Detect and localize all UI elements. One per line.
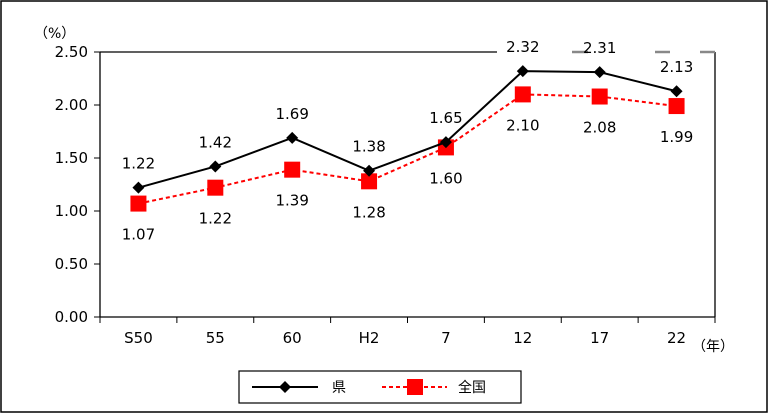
data-point-zenkoku — [361, 173, 378, 190]
data-label-ken: 1.69 — [275, 105, 308, 123]
data-label-ken: 2.32 — [506, 38, 539, 56]
data-point-ken — [209, 160, 222, 173]
data-label-zenkoku: 1.60 — [429, 169, 462, 187]
x-tick-label: H2 — [359, 329, 380, 347]
data-label-zenkoku: 2.08 — [583, 119, 616, 137]
data-label-zenkoku: 1.07 — [122, 226, 155, 244]
data-point-zenkoku — [130, 195, 147, 212]
data-point-zenkoku — [207, 179, 224, 196]
data-label-zenkoku: 1.28 — [352, 203, 385, 221]
data-point-ken — [439, 136, 452, 149]
data-label-zenkoku: 1.99 — [660, 128, 693, 146]
data-point-ken — [593, 66, 606, 79]
x-tick-label: 60 — [283, 329, 302, 347]
data-point-ken — [363, 164, 376, 177]
x-tick-label: 7 — [441, 329, 451, 347]
x-tick-label: S50 — [124, 329, 153, 347]
series-line-ken — [138, 70, 677, 189]
data-label-ken: 1.38 — [352, 138, 385, 156]
x-tick-label: 17 — [590, 329, 609, 347]
data-label-zenkoku: 2.10 — [506, 116, 539, 134]
y-tick-label: 1.00 — [55, 202, 88, 220]
y-tick-label: 0.50 — [55, 255, 88, 273]
y-tick-label: 1.50 — [55, 149, 88, 167]
data-point-ken — [516, 65, 529, 78]
y-unit-label: （%） — [34, 26, 75, 42]
x-tick-label: 22 — [667, 329, 686, 347]
legend-label-ken: 県 — [332, 380, 346, 396]
data-label-ken: 2.31 — [583, 39, 616, 57]
data-point-ken — [670, 85, 683, 98]
plot-area: 0.00 0.50 1.00 1.50 2.00 2.50 S50 55 60 H2 7 12 17 22… — [55, 38, 716, 347]
data-point-ken — [286, 131, 299, 144]
legend: 県 全国 — [238, 370, 522, 404]
x-tick-label: 12 — [513, 329, 532, 347]
data-point-zenkoku — [668, 98, 685, 115]
data-label-ken: 1.65 — [429, 109, 462, 127]
data-label-ken: 1.42 — [199, 133, 232, 151]
legend-marker-ken — [279, 381, 291, 393]
data-label-ken: 1.22 — [122, 155, 155, 173]
y-tick-label: 0.00 — [55, 308, 88, 326]
y-tick-label: 2.50 — [55, 43, 88, 61]
data-label-zenkoku: 1.39 — [275, 192, 308, 210]
series-line-zenkoku — [138, 93, 677, 205]
data-label-ken: 2.13 — [660, 58, 693, 76]
data-label-zenkoku: 1.22 — [199, 210, 232, 228]
data-point-zenkoku — [591, 88, 608, 105]
x-unit-label: （年） — [692, 339, 734, 355]
x-tick-label: 55 — [206, 329, 225, 347]
y-tick-label: 2.00 — [55, 96, 88, 114]
data-point-zenkoku — [284, 161, 301, 178]
legend-marker-zenkoku — [407, 379, 423, 395]
data-point-zenkoku — [514, 86, 531, 103]
data-point-ken — [132, 181, 145, 194]
legend-label-zenkoku: 全国 — [458, 379, 486, 396]
